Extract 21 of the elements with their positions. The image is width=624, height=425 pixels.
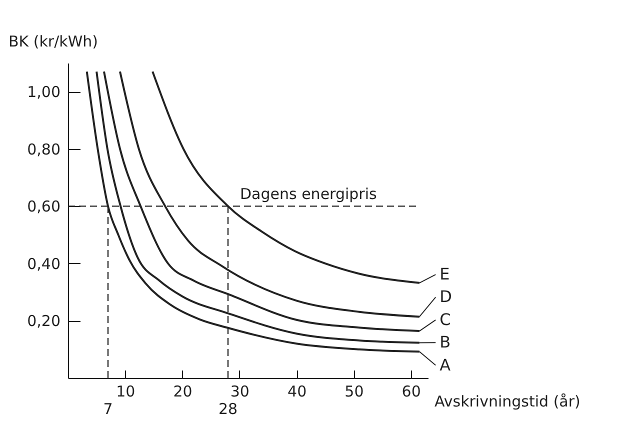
- y-tick-label: 0,20: [27, 312, 60, 330]
- x-tick-label: 50: [344, 382, 364, 400]
- ref-line-label: 7: [103, 400, 113, 418]
- y-tick-label: 0,60: [27, 198, 60, 216]
- x-tick-label: 20: [173, 382, 192, 400]
- x-tick-label: 10: [116, 382, 136, 400]
- x-tick-label: 40: [288, 382, 307, 400]
- x-axis-title: Avskrivningstid (år): [434, 392, 580, 410]
- legend-label: C: [440, 310, 451, 329]
- ref-line-label: 28: [218, 400, 238, 418]
- x-tick-label: 30: [230, 382, 250, 400]
- y-tick-label: 1,00: [27, 83, 60, 102]
- y-tick-label: 0,40: [27, 254, 60, 273]
- legend-label: B: [440, 332, 451, 352]
- x-tick-label: 60: [402, 382, 421, 400]
- legend-label: A: [440, 355, 451, 374]
- legend-label: D: [440, 287, 452, 306]
- legend-label: E: [440, 264, 450, 284]
- y-axis-title: BK (kr/kWh): [8, 32, 98, 50]
- y-tick-label: 0,80: [27, 140, 60, 158]
- ref-line-label: Dagens energipris: [240, 185, 377, 204]
